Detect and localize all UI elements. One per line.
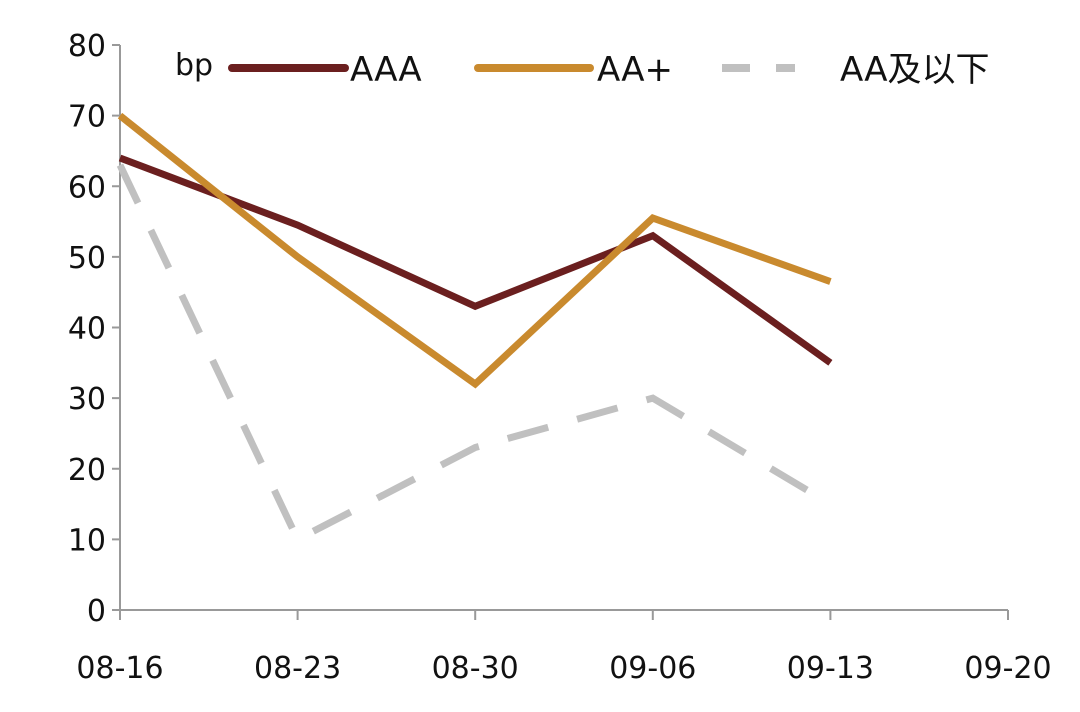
legend-label-AA+: AA+ xyxy=(597,50,673,90)
series-layer xyxy=(116,112,833,545)
x-tick-label: 09-20 xyxy=(964,651,1051,686)
y-tick-label: 50 xyxy=(68,241,106,276)
y-tick-label: 60 xyxy=(68,170,106,205)
y-tick-label: 30 xyxy=(68,382,106,417)
x-tick-label: 09-13 xyxy=(787,651,874,686)
series-line-AA+ xyxy=(117,112,832,389)
series-line-AAA xyxy=(118,154,833,366)
legend: bp AAA AA+ AA及以下 xyxy=(175,48,989,90)
y-tick-label: 20 xyxy=(68,453,106,488)
y-tick-label: 0 xyxy=(87,594,106,629)
y-tick-label: 10 xyxy=(68,523,106,558)
x-tick-label: 08-16 xyxy=(76,651,163,686)
x-tick-label: 09-06 xyxy=(609,651,696,686)
y-tick-label: 40 xyxy=(68,312,106,347)
x-tick-label: 08-30 xyxy=(432,651,519,686)
unit-label: bp xyxy=(175,48,213,83)
x-tick-label: 08-23 xyxy=(254,651,341,686)
y-tick-label: 70 xyxy=(68,100,106,135)
axes: 0 10 20 30 40 50 60 70 80 08-16 08-23 08-30 09-06 09-… xyxy=(68,29,1052,686)
series-line-AA及以下 xyxy=(116,163,833,545)
legend-label-AAA: AAA xyxy=(350,50,422,90)
y-tick-label: 80 xyxy=(68,29,106,64)
legend-label-AA及以下: AA及以下 xyxy=(840,50,989,90)
